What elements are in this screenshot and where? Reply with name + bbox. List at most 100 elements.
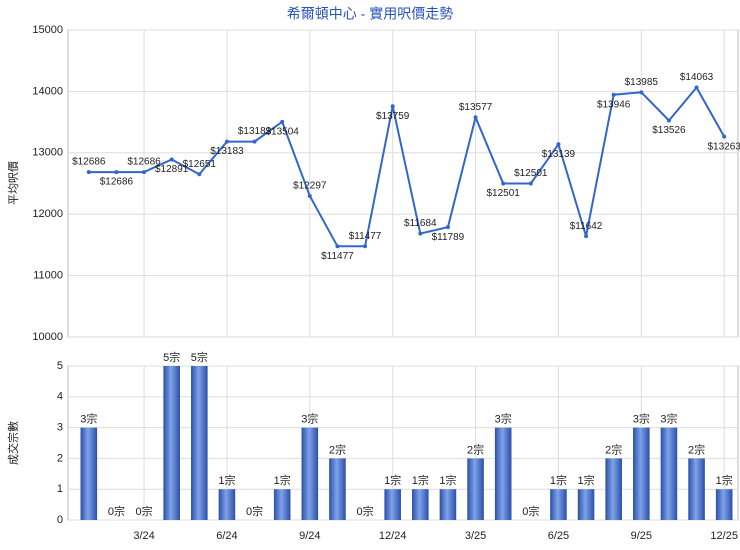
data-label: $11789 xyxy=(432,232,465,243)
point xyxy=(584,234,589,239)
y-tick-label: 13000 xyxy=(32,147,63,159)
bar xyxy=(550,489,567,520)
point xyxy=(390,104,395,109)
data-label: 5宗 xyxy=(191,350,208,364)
y-tick-label: 4 xyxy=(57,391,63,403)
x-tick-label: 3/25 xyxy=(465,530,486,542)
point xyxy=(197,172,202,177)
bar xyxy=(605,458,622,520)
data-label: 2宗 xyxy=(605,442,622,456)
point xyxy=(473,115,478,120)
data-label: $13263 xyxy=(708,141,740,152)
point xyxy=(722,134,727,139)
point xyxy=(252,139,257,144)
x-tick-label: 3/24 xyxy=(133,530,154,542)
bar xyxy=(412,489,429,520)
bar xyxy=(329,458,346,520)
x-tick-label: 12/24 xyxy=(379,530,407,542)
data-label: $12686 xyxy=(72,157,106,168)
point xyxy=(307,193,312,198)
data-label: $12297 xyxy=(293,181,327,192)
data-label: 1宗 xyxy=(578,473,595,487)
data-label: 3宗 xyxy=(660,412,677,426)
bar xyxy=(660,427,678,520)
data-label: 1宗 xyxy=(274,473,291,487)
y-tick-label: 10000 xyxy=(32,331,63,343)
bar xyxy=(163,366,180,520)
x-tick-label: 9/24 xyxy=(299,530,320,542)
point xyxy=(86,170,91,175)
bar xyxy=(467,458,484,520)
data-label: $13183 xyxy=(210,146,244,157)
line xyxy=(88,85,726,248)
bar xyxy=(301,427,319,520)
data-label: 2宗 xyxy=(688,442,705,456)
data-label: $11477 xyxy=(321,251,354,262)
data-label: $13183 xyxy=(238,126,272,137)
y-tick-label: 15000 xyxy=(32,24,63,36)
data-label: $12501 xyxy=(487,188,521,199)
data-label: 0宗 xyxy=(246,504,263,518)
point xyxy=(169,157,174,162)
data-label: $13946 xyxy=(597,99,631,110)
data-label: $12651 xyxy=(183,159,217,170)
data-label: 1宗 xyxy=(218,473,235,487)
bar xyxy=(633,427,650,520)
point xyxy=(556,142,561,147)
data-label: 1宗 xyxy=(550,473,567,487)
bar xyxy=(715,489,733,520)
data-label: $13139 xyxy=(542,149,576,160)
data-label: $12686 xyxy=(100,177,134,188)
point xyxy=(611,92,616,97)
y-tick-label: 5 xyxy=(57,360,63,372)
data-label: $13504 xyxy=(266,126,300,137)
data-label: 0宗 xyxy=(357,504,374,518)
data-label: $13759 xyxy=(376,111,410,122)
data-label: 3宗 xyxy=(633,412,650,426)
y-tick-label: 2 xyxy=(57,452,63,464)
x-tick-label: 12/25 xyxy=(710,530,738,542)
bar xyxy=(384,489,401,520)
y-axis-label: 成交宗數 xyxy=(6,421,20,465)
x-tick-label: 6/25 xyxy=(548,530,569,542)
bar xyxy=(439,489,457,520)
bar xyxy=(273,489,291,520)
data-label: 1宗 xyxy=(412,473,429,487)
bar xyxy=(218,489,236,520)
y-tick-label: 14000 xyxy=(32,85,63,97)
data-label: $13985 xyxy=(625,77,659,88)
point xyxy=(224,139,229,144)
y-tick-label: 0 xyxy=(57,514,63,526)
point xyxy=(363,244,368,249)
x-tick-label: 6/24 xyxy=(216,530,237,542)
point xyxy=(280,119,285,124)
data-label: 2宗 xyxy=(467,442,484,456)
point xyxy=(639,90,644,95)
y-tick-label: 3 xyxy=(57,422,63,434)
y-tick-label: 12000 xyxy=(32,208,63,220)
chart-title: 希爾頓中心 - 實用呎價走勢 xyxy=(287,6,453,22)
data-label: $12686 xyxy=(127,157,161,168)
data-label: 2宗 xyxy=(329,442,346,456)
bar xyxy=(191,366,208,520)
point xyxy=(501,181,506,186)
data-label: $11642 xyxy=(570,221,603,232)
data-label: 3宗 xyxy=(495,412,512,426)
data-label: $14063 xyxy=(680,72,714,83)
data-label: 0宗 xyxy=(108,504,125,518)
y-axis-label: 平均呎價 xyxy=(6,161,20,205)
point xyxy=(528,181,533,186)
data-label: 1宗 xyxy=(716,473,733,487)
data-label: 0宗 xyxy=(522,504,539,518)
point xyxy=(335,244,340,249)
data-label: 3宗 xyxy=(301,412,318,426)
y-tick-label: 1 xyxy=(57,483,63,495)
data-label: 5宗 xyxy=(163,350,180,364)
point xyxy=(666,118,671,123)
x-tick-label: 9/25 xyxy=(631,530,652,542)
point xyxy=(445,225,450,230)
data-label: 1宗 xyxy=(384,473,401,487)
point xyxy=(418,231,423,236)
point xyxy=(114,170,119,175)
